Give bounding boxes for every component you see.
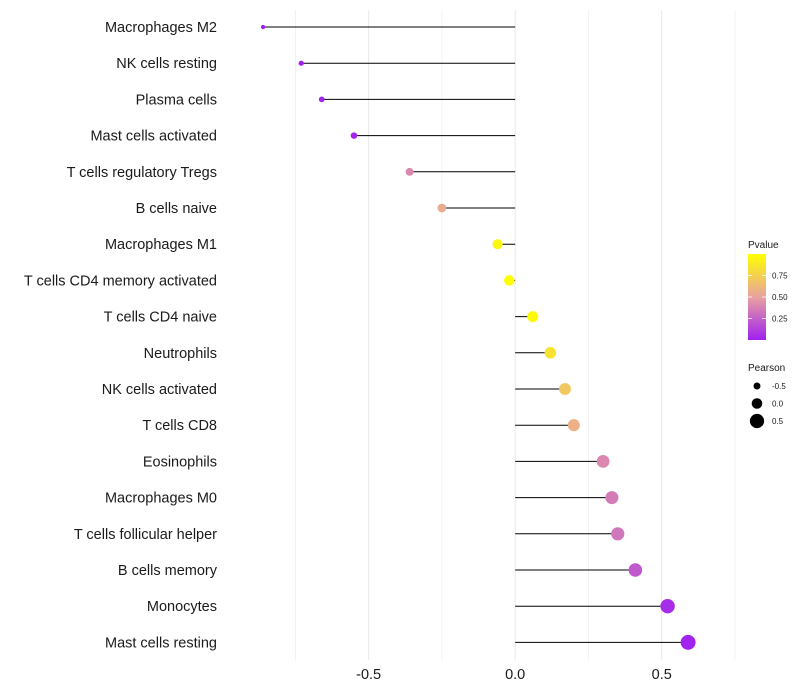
lollipop-points [260,24,696,650]
grid-lines [295,10,736,660]
lollipop-point [559,383,571,395]
x-tick-label: -0.5 [356,667,381,683]
size-legend-label: -0.5 [772,382,786,391]
lollipop-point [567,419,580,432]
category-label: Neutrophils [144,346,217,362]
lollipop-point [628,563,643,577]
size-legend-key [749,413,765,429]
lollipop-point [611,527,625,541]
lollipop-point [298,60,304,66]
colorbar-tick-label: 0.75 [772,272,788,281]
category-label: Eosinophils [143,454,217,470]
lollipop-point [504,275,515,286]
lollipop-point [680,634,696,650]
category-label: NK cells activated [102,382,217,398]
category-label: NK cells resting [116,56,217,72]
category-label: T cells CD8 [142,418,217,434]
lollipop-point [318,96,325,103]
legends: Pvalue 0.25 0.50 0.75 Pearson -0.5 0.0 0.5 [748,240,788,429]
category-label: T cells CD4 memory activated [24,273,217,289]
lollipop-point [405,167,414,176]
lollipop-stems [263,26,689,643]
lollipop-point [596,455,610,468]
lollipop-point [350,132,358,139]
colorbar-tick-label: 0.50 [772,293,788,302]
category-label: Monocytes [147,599,217,615]
x-tick-label: 0.5 [652,667,672,683]
category-label: Macrophages M0 [105,491,217,507]
pvalue-legend-title: Pvalue [748,240,779,251]
category-label: Macrophages M1 [105,237,217,253]
category-label: Plasma cells [136,92,217,108]
lollipop-point [492,239,503,250]
category-label: Macrophages M2 [105,20,217,36]
pearson-size-legend: -0.5 0.0 0.5 [749,382,786,429]
category-label: B cells memory [118,563,218,579]
size-legend-key [753,382,761,390]
pvalue-colorbar [748,254,766,340]
size-legend-key [751,398,763,409]
category-label: Mast cells activated [90,129,217,145]
category-labels: Macrophages M2 NK cells resting Plasma cel… [24,20,218,651]
colorbar-tick-label: 0.25 [772,315,788,324]
lollipop-point [527,311,539,323]
x-tick-label: 0.0 [505,667,525,683]
x-axis-ticks: -0.5 0.0 0.5 [356,667,672,683]
lollipop-point [437,203,447,213]
category-label: T cells CD4 naive [104,310,217,326]
size-legend-label: 0.5 [772,417,784,426]
category-label: Mast cells resting [105,635,217,651]
category-label: T cells follicular helper [74,527,217,543]
lollipop-point [544,347,557,359]
lollipop-point [605,491,619,505]
category-label: T cells regulatory Tregs [67,165,217,181]
category-label: B cells naive [136,201,217,217]
pearson-legend-title: Pearson [748,363,785,374]
size-legend-label: 0.0 [772,400,784,409]
lollipop-point [260,24,266,30]
lollipop-point [660,598,675,614]
pvalue-legend-ticks: 0.25 0.50 0.75 [748,272,788,324]
